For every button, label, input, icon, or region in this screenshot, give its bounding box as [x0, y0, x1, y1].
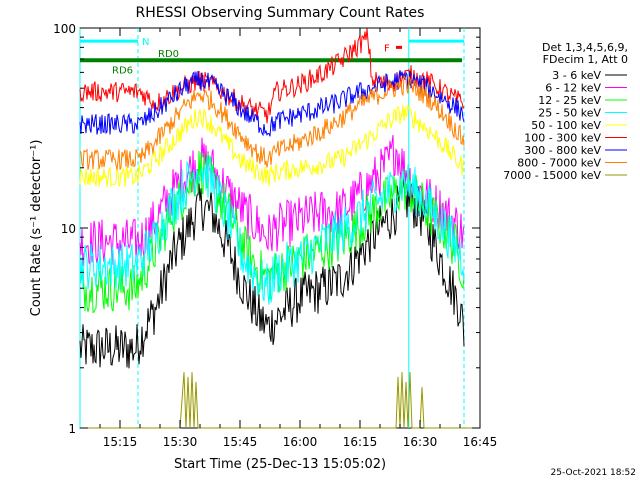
x-tick-label: 16:30 [403, 435, 438, 449]
series-line-6 [79, 70, 465, 137]
legend-entry-label: 50 - 100 keV [531, 119, 601, 132]
series-line-3 [79, 155, 465, 305]
axis-layer: 15:15 15:30 15:45 16:00 16:15 16:30 16:45 1 10 10… [53, 22, 497, 449]
x-tick-label: 15:15 [103, 435, 138, 449]
y-tick-label: 10 [61, 222, 76, 236]
series-line-8 [80, 372, 480, 429]
x-tick-label: 15:45 [223, 435, 258, 449]
legend-entry-label: 800 - 7000 keV [517, 157, 601, 170]
legend-entry-label: 100 - 300 keV [524, 132, 601, 145]
series-line-7 [79, 74, 465, 170]
night-label: N [142, 37, 149, 48]
legend-entry-label: 12 - 25 keV [538, 94, 601, 107]
x-tick-label: 16:00 [283, 435, 318, 449]
rd-label: RD0 [158, 49, 179, 60]
legend-entry-label: 300 - 800 keV [524, 144, 601, 157]
series-line-2 [79, 150, 465, 314]
y-tick-label: 1 [68, 422, 76, 436]
legend: Det 1,3,4,5,6,9,FDecim 1, Att 0 3 - 6 keV… [503, 41, 628, 182]
plot-layer: N F RD6 RD0 [79, 28, 480, 429]
chart-title: RHESSI Observing Summary Count Rates [136, 5, 425, 21]
legend-entry-label: 3 - 6 keV [552, 69, 601, 82]
flare-label: F [384, 43, 390, 54]
footer-timestamp: 25-Oct-2021 18:52 [551, 468, 636, 478]
legend-entry-label: 7000 - 15000 keV [503, 169, 601, 182]
series-line-4 [79, 104, 465, 188]
legend-entry-label: 6 - 12 keV [545, 82, 601, 95]
legend-entry-label: 25 - 50 keV [538, 107, 601, 120]
rd-label: RD6 [112, 66, 133, 77]
x-tick-label: 15:30 [163, 435, 198, 449]
legend-header-line: FDecim 1, Att 0 [543, 53, 628, 66]
y-axis-label: Count Rate (s⁻¹ detector⁻¹) [29, 140, 44, 317]
y-tick-label: 100 [53, 22, 76, 36]
x-tick-label: 16:15 [343, 435, 378, 449]
x-axis-label: Start Time (25-Dec-13 15:05:02) [174, 457, 386, 472]
legend-header-line: Det 1,3,4,5,6,9, [542, 41, 628, 54]
x-tick-label: 16:45 [463, 435, 498, 449]
